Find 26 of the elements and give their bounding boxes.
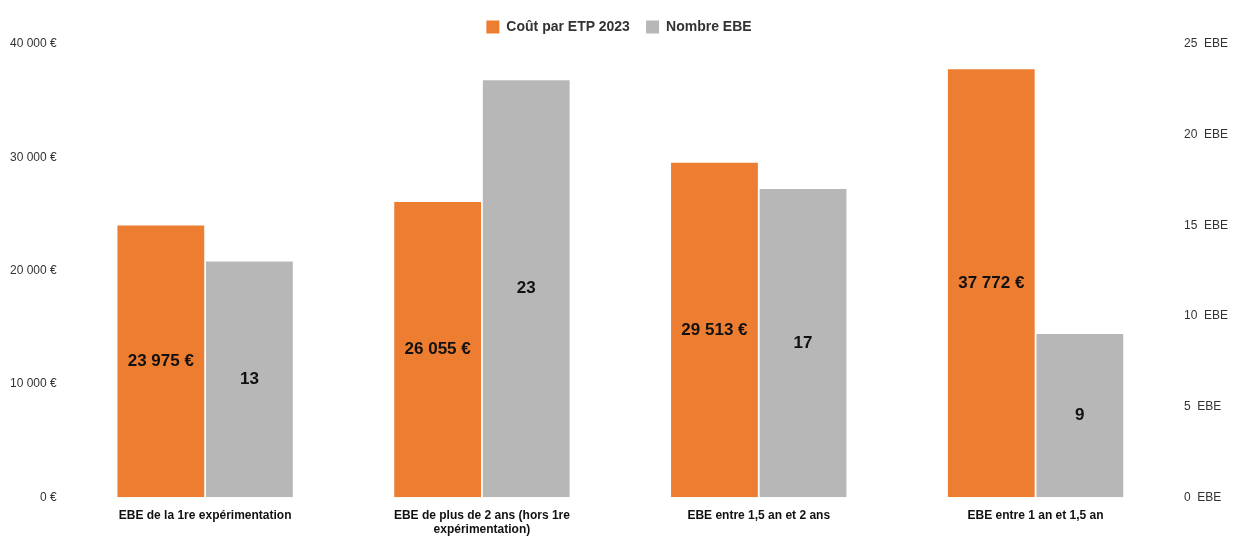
data-label: 26 055 € (404, 339, 472, 359)
y2-tick-label: 0 EBE (1183, 489, 1222, 504)
y-tick-label: 20 000 € (9, 262, 58, 277)
y2-tick-label: 20 EBE (1183, 126, 1228, 141)
data-label: 13 (239, 369, 259, 389)
y2-tick-label: 15 EBE (1183, 217, 1228, 232)
data-label: 23 (516, 278, 536, 298)
x-tick-label: EBE de plus de 2 ans (hors 1re expérimentation) (393, 507, 571, 537)
data-label: 9 (1075, 405, 1085, 425)
y-tick-label: 0 € (40, 489, 58, 504)
y2-tick-label: 5 EBE (1183, 398, 1222, 413)
x-tick-label: EBE entre 1,5 an et 2 ans (687, 507, 831, 522)
y2-tick-label: 10 EBE (1183, 308, 1228, 323)
data-label: 17 (793, 332, 813, 352)
legend-label: Coût par ETP 2023 (506, 17, 631, 34)
data-label: 29 513 € (681, 319, 749, 339)
x-tick-label: EBE de la 1re expérimentation (118, 507, 292, 522)
y-tick-label: 40 000 € (9, 36, 58, 51)
y2-tick-label: 25 EBE (1183, 36, 1228, 51)
data-label: 23 975 € (127, 351, 195, 371)
legend-label: Nombre EBE (666, 17, 752, 34)
bar (947, 69, 1035, 498)
data-label: 37 772 € (958, 272, 1025, 292)
x-tick-label: EBE entre 1 an et 1,5 an (967, 507, 1104, 522)
y-tick-label: 30 000 € (9, 149, 58, 164)
y-tick-label: 10 000 € (9, 376, 58, 391)
